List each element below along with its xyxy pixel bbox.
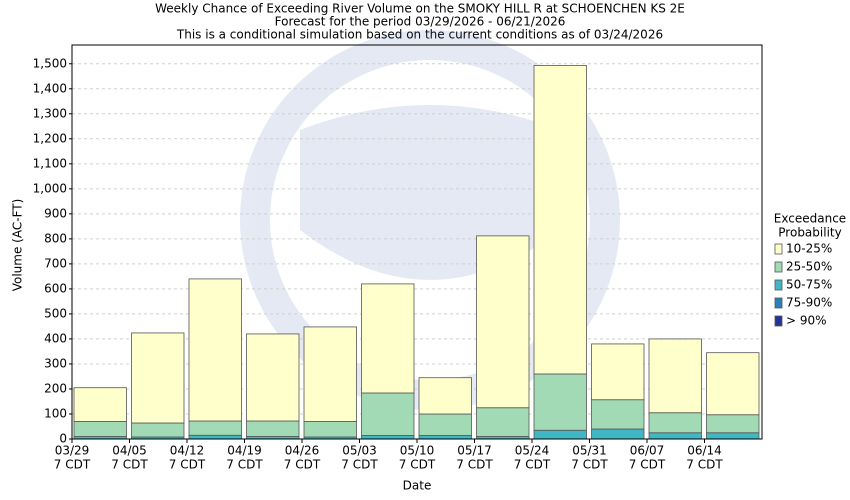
x-tick-sublabel: 7 CDT <box>54 458 91 472</box>
x-tick-sublabel: 7 CDT <box>571 458 608 472</box>
y-tick-label: 1,000 <box>33 181 67 195</box>
bar-segment <box>418 413 472 436</box>
x-tick-label: 04/19 <box>227 444 262 458</box>
x-tick-sublabel: 7 CDT <box>341 458 378 472</box>
y-tick-label: 1,100 <box>33 156 67 170</box>
bar-segment <box>533 429 587 440</box>
bar-segment <box>476 235 530 409</box>
x-tick-label: 04/12 <box>170 444 205 458</box>
bar-segment <box>533 65 587 375</box>
bar-segment <box>361 435 415 440</box>
legend-label: > 90% <box>786 314 827 328</box>
bar-segment <box>591 428 645 440</box>
chart-subtitle: Forecast for the period 03/29/2026 - 06/… <box>275 15 566 29</box>
bar-segment <box>591 343 645 401</box>
bar-segment <box>648 432 702 440</box>
bar-segment <box>706 432 760 440</box>
bar-segment <box>361 392 415 436</box>
bar-segment <box>591 399 645 430</box>
y-tick-label: 500 <box>44 306 67 320</box>
y-tick-label: 700 <box>44 256 67 270</box>
bar-segment <box>706 352 760 416</box>
y-tick-label: 800 <box>44 231 67 245</box>
x-tick-label: 03/29 <box>55 444 90 458</box>
bar-segment <box>188 420 242 436</box>
legend-label: 75-90% <box>786 296 832 310</box>
bar-segment <box>188 434 242 440</box>
y-tick-label: 600 <box>44 281 67 295</box>
x-tick-label: 05/31 <box>572 444 607 458</box>
x-tick-label: 05/24 <box>515 444 550 458</box>
bar-segment <box>73 387 127 422</box>
bar-segment <box>246 420 300 437</box>
bar-segment <box>648 412 702 434</box>
bar-segment <box>418 377 472 415</box>
legend-swatch <box>774 243 783 255</box>
legend-swatch <box>774 261 783 273</box>
plot-frame <box>71 44 763 440</box>
bar-segment <box>476 407 530 437</box>
bar-segment <box>246 333 300 422</box>
legend-label: 50-75% <box>786 278 832 292</box>
x-tick-sublabel: 7 CDT <box>686 458 723 472</box>
x-tick-label: 06/14 <box>687 444 722 458</box>
legend-title: Exceedance <box>774 212 846 226</box>
x-tick-sublabel: 7 CDT <box>111 458 148 472</box>
y-tick-label: 1,200 <box>33 131 67 145</box>
x-tick-label: 04/26 <box>285 444 320 458</box>
bar-segment <box>131 422 185 438</box>
bar-segment <box>73 421 127 437</box>
y-tick-label: 0 <box>59 432 67 446</box>
x-tick-label: 05/03 <box>342 444 377 458</box>
y-tick-label: 900 <box>44 206 67 220</box>
bar-segment <box>706 414 760 434</box>
y-axis-label: Volume (AC-FT) <box>11 199 25 292</box>
x-tick-sublabel: 7 CDT <box>456 458 493 472</box>
bar-segment <box>131 332 185 424</box>
chart-subtitle: This is a conditional simulation based o… <box>176 28 663 42</box>
bar-segment <box>533 373 587 431</box>
legend-title: Probability <box>778 226 841 240</box>
x-tick-sublabel: 7 CDT <box>169 458 206 472</box>
x-tick-label: 05/10 <box>400 444 435 458</box>
bar-segment <box>303 421 357 438</box>
legend-label: 10-25% <box>786 242 832 256</box>
x-tick-sublabel: 7 CDT <box>629 458 666 472</box>
bar-segment <box>188 278 242 422</box>
bar-segment <box>418 435 472 440</box>
bar-segment <box>648 338 702 414</box>
legend-swatch <box>774 297 783 309</box>
x-tick-sublabel: 7 CDT <box>399 458 436 472</box>
x-tick-label: 05/17 <box>457 444 492 458</box>
chart-title: Weekly Chance of Exceeding River Volume … <box>155 2 685 16</box>
legend-label: 25-50% <box>786 260 832 274</box>
x-tick-sublabel: 7 CDT <box>226 458 263 472</box>
x-tick-label: 04/05 <box>112 444 147 458</box>
y-tick-label: 300 <box>44 356 67 370</box>
y-tick-label: 1,400 <box>33 81 67 95</box>
y-tick-label: 400 <box>44 331 67 345</box>
x-tick-sublabel: 7 CDT <box>284 458 321 472</box>
x-tick-sublabel: 7 CDT <box>514 458 551 472</box>
y-tick-label: 200 <box>44 381 67 395</box>
y-tick-label: 1,300 <box>33 106 67 120</box>
y-tick-label: 1,500 <box>33 56 67 70</box>
legend-swatch <box>774 315 783 327</box>
legend-swatch <box>774 279 783 291</box>
bar-segment <box>303 326 357 422</box>
x-axis-label: Date <box>403 479 432 493</box>
y-tick-label: 100 <box>44 406 67 420</box>
bar-segment <box>361 283 415 394</box>
x-tick-label: 06/07 <box>630 444 665 458</box>
